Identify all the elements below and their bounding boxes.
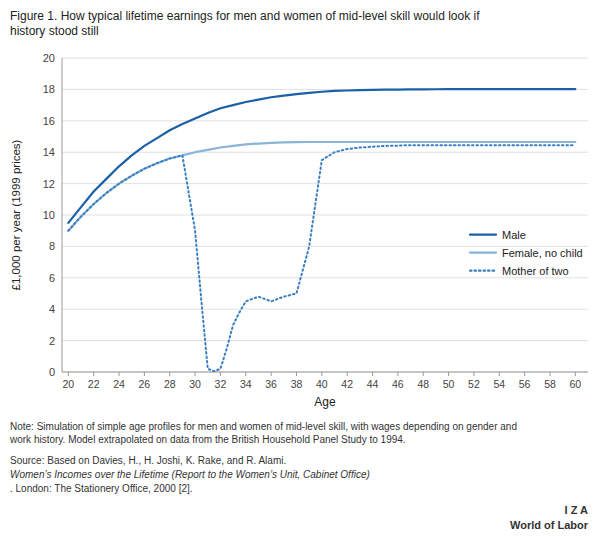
- x-tick-label: 38: [291, 378, 303, 390]
- x-tick-label: 52: [468, 378, 480, 390]
- x-tick: [499, 372, 500, 376]
- y-axis-label: £1,000 per year (1999 prices): [10, 139, 22, 290]
- x-tick: [423, 372, 424, 376]
- x-tick: [195, 372, 196, 376]
- grid: [62, 58, 588, 372]
- legend-label: Female, no child: [502, 247, 583, 259]
- x-tick-label: 56: [519, 378, 531, 390]
- branding: I Z A: [565, 504, 588, 516]
- x-tick: [524, 372, 525, 376]
- x-tick: [575, 372, 576, 376]
- x-tick: [347, 372, 348, 376]
- grid-line: [62, 309, 588, 310]
- grid-line: [62, 215, 588, 216]
- grid-line: [62, 120, 588, 121]
- note: Note: Simulation of simple age profiles …: [9, 421, 517, 445]
- x-tick: [321, 372, 322, 376]
- title-line: Figure 1. How typical lifetime earnings …: [10, 9, 480, 23]
- x-tick: [144, 372, 145, 376]
- y-tick-label: 8: [49, 240, 55, 252]
- note-line: work history. Model extrapolated on data…: [9, 434, 406, 445]
- x-tick: [220, 372, 221, 376]
- grid-line: [62, 58, 588, 59]
- x-tick: [372, 372, 373, 376]
- x-axis-label: Age: [314, 395, 336, 409]
- chart: Figure 1. How typical lifetime earnings …: [0, 0, 608, 550]
- y-tick-label: 4: [49, 303, 55, 315]
- x-tick: [473, 372, 474, 376]
- x-tick-label: 60: [569, 378, 581, 390]
- x-tick: [296, 372, 297, 376]
- y-tick-label: 12: [43, 178, 55, 190]
- grid-line: [62, 372, 588, 373]
- y-tick-label: 0: [49, 366, 55, 378]
- title-line: history stood still: [10, 24, 99, 38]
- x-tick-label: 24: [113, 378, 125, 390]
- x-tick-label: 26: [139, 378, 151, 390]
- x-tick-label: 44: [367, 378, 379, 390]
- x-tick: [549, 372, 550, 376]
- note-line: Note: Simulation of simple age profiles …: [10, 421, 517, 432]
- y-tick-label: 14: [43, 146, 55, 158]
- x-tick-label: 40: [316, 378, 328, 390]
- x-tick: [245, 372, 246, 376]
- x-tick: [93, 372, 94, 376]
- y-tick-label: 2: [49, 335, 55, 347]
- x-tick-label: 42: [341, 378, 353, 390]
- x-tick: [169, 372, 170, 376]
- x-tick: [68, 372, 69, 376]
- lines: [68, 89, 575, 371]
- y-tick-label: 18: [43, 83, 55, 95]
- x-tick-label: 30: [189, 378, 201, 390]
- legend-label: Mother of two: [502, 265, 569, 277]
- x-tick-label: 54: [493, 378, 505, 390]
- series-line: [68, 89, 575, 223]
- y-tick-label: 16: [43, 115, 55, 127]
- x-axis: [62, 372, 588, 373]
- x-tick-label: 28: [164, 378, 176, 390]
- x-tick: [119, 372, 120, 376]
- x-tick: [271, 372, 272, 376]
- source-text: Source: Based on Davies, H., H. Joshi, K…: [10, 455, 286, 466]
- grid-line: [62, 340, 588, 341]
- x-tick-label: 20: [62, 378, 74, 390]
- x-tick-label: 36: [265, 378, 277, 390]
- legend-swatch: [470, 234, 496, 236]
- legend-swatch: [470, 270, 496, 272]
- x-tick: [448, 372, 449, 376]
- x-tick-label: 34: [240, 378, 252, 390]
- y-axis: [62, 58, 63, 372]
- x-tick-label: 58: [544, 378, 556, 390]
- x-tick-label: 32: [215, 378, 227, 390]
- x-tick-label: 22: [88, 378, 100, 390]
- y-tick-label: 20: [43, 52, 55, 64]
- source-text: . London: The Stationery Office, 2000 [2…: [10, 483, 193, 494]
- x-tick: [397, 372, 398, 376]
- source-text: Women’s Incomes over the Lifetime (Repor…: [10, 469, 370, 480]
- legend-label: Male: [502, 229, 526, 241]
- grid-line: [62, 152, 588, 153]
- series-line: [68, 142, 575, 231]
- legend: Male Female, no child Mother of two: [470, 229, 583, 277]
- title: Figure 1. How typical lifetime earnings …: [10, 9, 480, 38]
- x-tick-label: 46: [392, 378, 404, 390]
- y-tick-label: 10: [43, 209, 55, 221]
- branding: World of Labor: [510, 519, 589, 531]
- x-tick-label: 50: [443, 378, 455, 390]
- y-tick-label: 6: [49, 272, 55, 284]
- grid-line: [62, 183, 588, 184]
- grid-line: [62, 277, 588, 278]
- x-tick-label: 48: [417, 378, 429, 390]
- series-line: [68, 145, 575, 371]
- legend-swatch: [470, 252, 496, 254]
